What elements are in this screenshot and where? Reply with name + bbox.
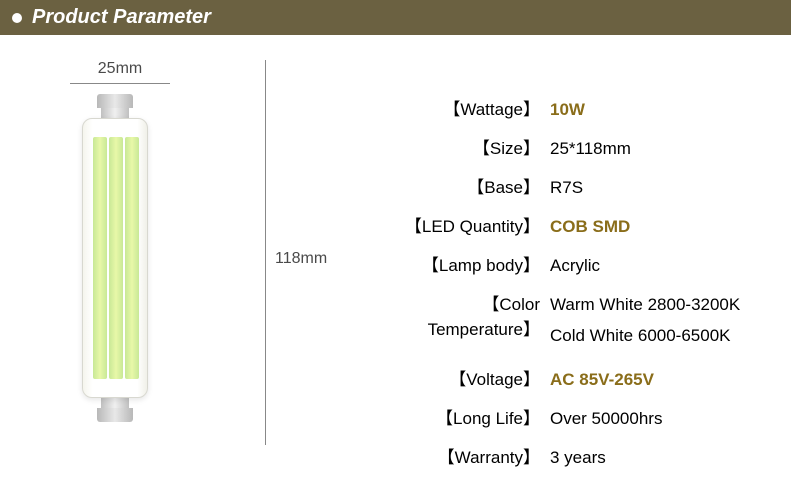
led-strip	[109, 137, 123, 379]
spec-label: 【Size】	[370, 134, 550, 159]
spec-value: AC 85V-265V	[550, 370, 654, 390]
spec-row: 【Wattage】10W	[370, 95, 791, 120]
spec-row: 【Size】25*118mm	[370, 134, 791, 159]
spec-row: 【Base】R7S	[370, 173, 791, 198]
spec-value: 25*118mm	[550, 139, 631, 159]
spec-row: 【Color Temperature】Warm White 2800-3200K…	[370, 290, 791, 351]
height-dimension-label: 118mm	[275, 250, 327, 268]
spec-row: 【Warranty】3 years	[370, 443, 791, 468]
bulb-top-cap	[97, 94, 133, 108]
product-image-panel: 25mm	[0, 55, 270, 482]
bulb-body	[82, 118, 148, 398]
spec-label: 【LED Quantity】	[370, 212, 550, 237]
header-title: Product Parameter	[32, 6, 211, 29]
spec-value: COB SMD	[550, 217, 630, 237]
spec-row: 【Voltage】AC 85V-265V	[370, 365, 791, 390]
bullet-icon	[12, 13, 22, 23]
specs-panel: 【Wattage】10W【Size】25*118mm【Base】R7S【LED …	[270, 55, 791, 482]
height-dimension-line	[265, 60, 266, 445]
spec-value: 10W	[550, 100, 585, 120]
spec-label: 【Warranty】	[370, 443, 550, 468]
bulb-bottom-cap	[97, 408, 133, 422]
header-bar: Product Parameter	[0, 0, 791, 35]
bulb-top-connector	[101, 108, 129, 118]
spec-value: 3 years	[550, 448, 606, 468]
spec-label: 【Wattage】	[370, 95, 550, 120]
spec-label: 【Base】	[370, 173, 550, 198]
spec-label: 【Long Life】	[370, 404, 550, 429]
spec-row: 【LED Quantity】COB SMD	[370, 212, 791, 237]
bulb-bottom-connector	[101, 398, 129, 408]
width-dimension-line	[70, 83, 170, 84]
led-strip	[93, 137, 107, 379]
content-area: 25mm 118mm 【Wattage】10W【Size】25*118mm【Ba…	[0, 35, 791, 482]
spec-value: Over 50000hrs	[550, 409, 662, 429]
spec-row: 【Lamp body】Acrylic	[370, 251, 791, 276]
spec-value: R7S	[550, 178, 583, 198]
spec-label: 【Color Temperature】	[370, 290, 550, 340]
bulb-illustration	[80, 94, 150, 434]
width-dimension-label: 25mm	[70, 55, 170, 83]
spec-row: 【Long Life】Over 50000hrs	[370, 404, 791, 429]
spec-label: 【Voltage】	[370, 365, 550, 390]
spec-label: 【Lamp body】	[370, 251, 550, 276]
spec-value: Acrylic	[550, 256, 600, 276]
led-strip	[125, 137, 139, 379]
spec-value: Warm White 2800-3200KCold White 6000-650…	[550, 290, 740, 351]
